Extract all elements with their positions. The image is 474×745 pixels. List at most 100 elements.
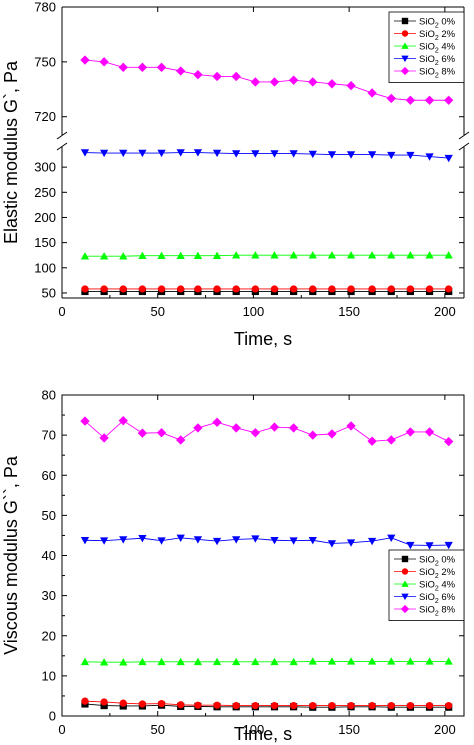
data-point <box>251 535 260 543</box>
data-point <box>367 88 377 98</box>
data-point <box>327 657 337 665</box>
y-tick-label: 250 <box>34 185 56 200</box>
series-2 <box>80 251 453 260</box>
series-1 <box>81 285 453 293</box>
data-point <box>327 251 337 259</box>
data-point <box>406 151 415 160</box>
data-point <box>176 657 185 666</box>
axis-break-mark <box>458 142 470 151</box>
data-point <box>405 427 416 437</box>
legend-entry-label: SiO2 8% <box>419 605 456 618</box>
series-line <box>84 254 449 257</box>
series-3 <box>80 149 453 163</box>
data-point <box>425 542 434 550</box>
data-point <box>405 95 416 105</box>
data-point <box>327 151 337 159</box>
legend-marker <box>400 604 410 614</box>
data-point <box>270 657 279 666</box>
series-3 <box>80 534 453 550</box>
data-point <box>231 423 241 433</box>
data-point <box>80 416 90 426</box>
legend-series-suffix: 0% <box>439 555 456 566</box>
data-point <box>212 71 222 82</box>
data-point <box>387 534 396 542</box>
data-point <box>157 657 166 666</box>
data-point <box>387 251 396 259</box>
data-point <box>289 150 298 158</box>
y-axis-title: Elastic modulus G`, Pa <box>1 60 21 244</box>
legend-marker <box>401 17 409 25</box>
data-point <box>212 251 222 259</box>
data-point <box>387 701 395 710</box>
x-tick-label: 0 <box>58 304 65 319</box>
data-point <box>346 251 356 259</box>
series-line <box>84 152 449 159</box>
data-point <box>119 252 128 260</box>
axis-break-mark <box>458 131 470 140</box>
data-point <box>80 55 90 65</box>
data-point <box>269 422 280 432</box>
data-point <box>99 57 109 67</box>
y-tick-label: 720 <box>34 109 56 124</box>
data-point <box>80 149 90 157</box>
y-tick-label: 780 <box>34 0 56 15</box>
data-point <box>232 150 241 158</box>
data-point <box>425 251 434 259</box>
data-point <box>289 537 298 545</box>
legend-entry-label: SiO2 2% <box>419 567 456 580</box>
legend-series-name: SiO <box>419 580 435 591</box>
data-point <box>138 285 146 293</box>
y-axis-title: Viscous modulus G``, Pa <box>1 455 21 655</box>
data-point <box>193 423 203 433</box>
x-tick-label: 50 <box>150 722 164 737</box>
legend-series-subscript: 2 <box>435 35 439 42</box>
data-point <box>156 62 167 73</box>
data-point <box>406 701 414 710</box>
data-point <box>157 699 166 708</box>
y-tick-label: 150 <box>34 235 56 250</box>
legend-series-subscript: 2 <box>435 60 439 67</box>
data-point <box>231 71 241 82</box>
data-point <box>328 701 336 710</box>
legend-marker <box>401 593 409 601</box>
data-point <box>176 149 185 157</box>
data-point <box>213 701 221 709</box>
data-point <box>425 153 434 161</box>
legend-entry-label: SiO2 4% <box>419 42 456 55</box>
data-point <box>308 150 317 159</box>
series-4 <box>80 55 454 105</box>
data-point <box>289 251 298 259</box>
data-point <box>157 149 166 158</box>
data-point <box>99 252 109 260</box>
axis-break-mark <box>56 142 68 151</box>
data-point <box>270 285 279 293</box>
data-point <box>212 537 222 546</box>
legend-series-name: SiO <box>419 42 435 53</box>
data-point <box>406 251 415 259</box>
data-point <box>193 251 203 259</box>
data-point <box>251 657 260 666</box>
data-point <box>308 251 317 259</box>
x-tick-label: 200 <box>434 304 456 319</box>
data-point <box>444 657 453 665</box>
legend-series-suffix: 8% <box>439 605 456 616</box>
data-point <box>346 80 356 91</box>
legend-entry-label: SiO2 0% <box>419 17 456 30</box>
data-point <box>406 285 414 293</box>
data-point <box>157 251 166 259</box>
data-point <box>386 435 396 445</box>
legend-series-subscript: 2 <box>435 598 439 605</box>
data-point <box>328 285 336 293</box>
data-point <box>81 697 89 705</box>
legend-marker <box>400 66 410 76</box>
data-point <box>232 285 240 293</box>
data-point <box>346 539 356 547</box>
data-point <box>367 657 377 665</box>
series-line <box>84 660 449 663</box>
legend-entry-label: SiO2 6% <box>419 592 456 605</box>
data-point <box>387 151 396 160</box>
legend-marker <box>401 55 409 63</box>
data-point <box>138 657 147 666</box>
series-2 <box>80 657 453 666</box>
